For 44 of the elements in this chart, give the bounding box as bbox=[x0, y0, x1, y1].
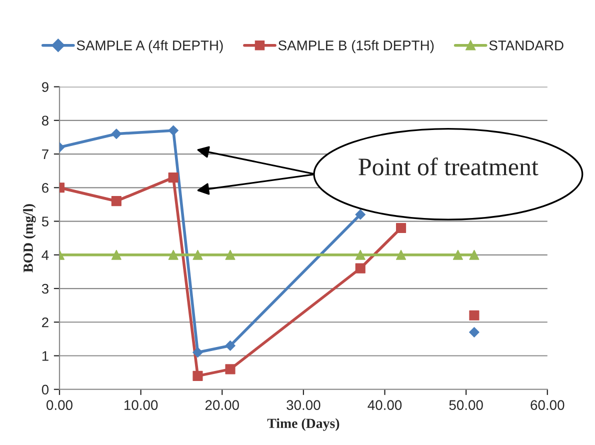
y-tick-label: 3 bbox=[42, 284, 48, 294]
y-tick-label: 5 bbox=[42, 216, 48, 226]
point bbox=[192, 370, 203, 381]
x-tick-label: 20.00 bbox=[205, 400, 239, 410]
y-tick-label: 0 bbox=[42, 384, 49, 395]
y-axis-title: BOD (mg/l) bbox=[23, 204, 36, 272]
point bbox=[469, 327, 480, 338]
annotation: Point of treatment bbox=[358, 158, 538, 176]
point bbox=[355, 263, 366, 274]
y-tick-label: 1 bbox=[42, 351, 48, 361]
x-tick-label: 10.00 bbox=[124, 400, 158, 410]
point bbox=[469, 250, 480, 260]
point bbox=[225, 250, 236, 260]
x-tick-label: 30.00 bbox=[286, 400, 320, 410]
y-tick-label: 2 bbox=[42, 317, 48, 328]
y-tick-label: 9 bbox=[42, 82, 48, 92]
point bbox=[111, 250, 122, 260]
legend-label: STANDARD bbox=[489, 40, 564, 50]
y-tick-label: 8 bbox=[42, 116, 48, 126]
point bbox=[168, 125, 179, 136]
x-tick-label: 0.00 bbox=[46, 400, 72, 410]
legend-label: SAMPLE B (15ft DEPTH) bbox=[278, 40, 434, 54]
point bbox=[396, 222, 406, 234]
point bbox=[168, 172, 178, 183]
y-tick-label: 7 bbox=[42, 149, 48, 160]
point bbox=[355, 209, 366, 220]
point bbox=[452, 250, 463, 260]
point bbox=[225, 364, 236, 374]
point bbox=[111, 196, 122, 206]
point bbox=[396, 250, 406, 260]
point bbox=[225, 340, 236, 351]
point bbox=[469, 310, 480, 320]
x-tick-label: 40.00 bbox=[368, 400, 402, 410]
y-tick-label: 4 bbox=[42, 250, 49, 260]
point bbox=[111, 128, 122, 140]
point bbox=[192, 347, 203, 358]
x-tick-label: 50.00 bbox=[449, 400, 483, 410]
x-tick-label: 60.00 bbox=[530, 400, 564, 410]
point bbox=[168, 250, 178, 260]
legend-label: SAMPLE A (4ft DEPTH) bbox=[76, 40, 223, 54]
y-tick-label: 6 bbox=[42, 182, 48, 193]
point bbox=[192, 250, 203, 260]
point bbox=[355, 250, 366, 260]
x-axis-title: Time (Days) bbox=[267, 418, 340, 431]
